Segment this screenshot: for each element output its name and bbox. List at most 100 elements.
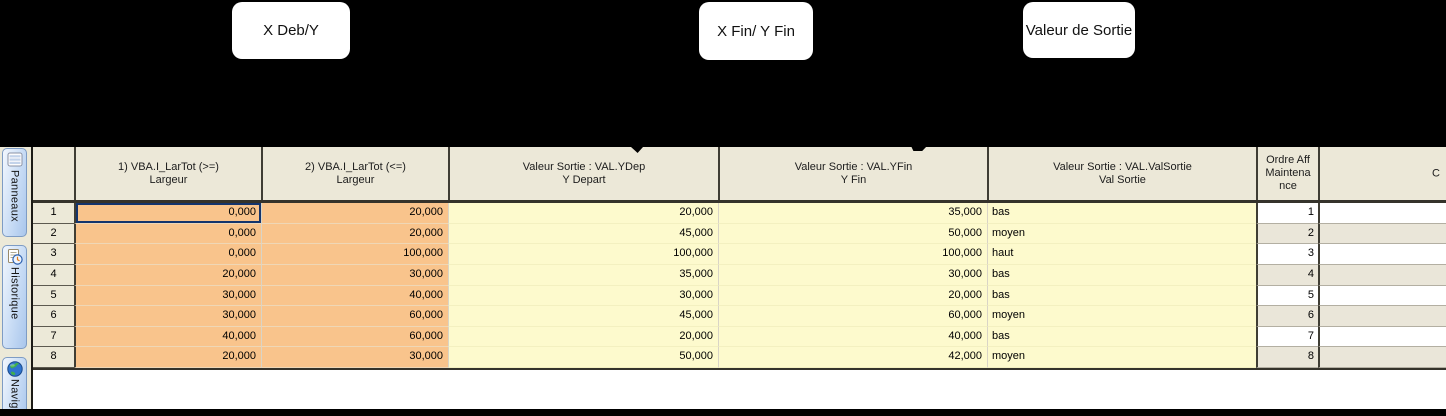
cell-3-ordre_aff[interactable]: 3 bbox=[1256, 244, 1318, 265]
cell-8-ordre_aff[interactable]: 8 bbox=[1256, 347, 1318, 368]
cell-5-val_sortie[interactable]: bas bbox=[987, 285, 1256, 307]
cell-8-y_depart[interactable]: 50,000 bbox=[448, 347, 718, 368]
cell-2-y_fin[interactable]: 50,000 bbox=[718, 223, 987, 245]
cell-3-y_fin[interactable]: 100,000 bbox=[718, 244, 987, 265]
cell-8-val_sortie[interactable]: moyen bbox=[987, 347, 1256, 368]
cell-2-next_col[interactable] bbox=[1318, 223, 1446, 245]
cell-3-val_sortie[interactable]: haut bbox=[987, 244, 1256, 265]
cell-8-larg_max[interactable]: 30,000 bbox=[261, 347, 448, 368]
cell-7-ordre_aff[interactable]: 7 bbox=[1256, 326, 1318, 348]
annotation-arrow-tip-2 bbox=[911, 146, 927, 151]
cell-6-y_fin[interactable]: 60,000 bbox=[718, 306, 987, 327]
cell-8-next_col[interactable] bbox=[1318, 347, 1446, 368]
decision-table: 1) VBA.I_LarTot (>=) Largeur 2) VBA.I_LarT… bbox=[33, 147, 1446, 370]
cell-7-val_sortie[interactable]: bas bbox=[987, 326, 1256, 348]
cell-8-larg_min[interactable]: 20,000 bbox=[74, 347, 261, 368]
cell-5-y_fin[interactable]: 20,000 bbox=[718, 285, 987, 307]
cell-5-y_depart[interactable]: 30,000 bbox=[448, 285, 718, 307]
callout-x-deb-y: X Deb/Y bbox=[232, 2, 350, 59]
cell-2-val_sortie[interactable]: moyen bbox=[987, 223, 1256, 245]
cell-1-val_sortie[interactable]: bas bbox=[987, 203, 1256, 224]
cell-4-val_sortie[interactable]: bas bbox=[987, 264, 1256, 286]
callout-x-fin-y-fin: X Fin/ Y Fin bbox=[699, 2, 813, 60]
callout-label: Valeur de Sortie bbox=[1025, 21, 1133, 39]
globe-icon bbox=[6, 360, 24, 378]
cell-4-y_depart[interactable]: 35,000 bbox=[448, 264, 718, 286]
column-header-ordre_aff[interactable]: Ordre Aff Maintena nce bbox=[1256, 147, 1318, 200]
cell-7-y_fin[interactable]: 40,000 bbox=[718, 326, 987, 348]
cell-4-larg_max[interactable]: 30,000 bbox=[261, 264, 448, 286]
cell-6-next_col[interactable] bbox=[1318, 306, 1446, 327]
sidebar-tab-label: Historique bbox=[8, 267, 21, 320]
cell-7-larg_min[interactable]: 40,000 bbox=[74, 326, 261, 348]
cell-2-y_depart[interactable]: 45,000 bbox=[448, 223, 718, 245]
cell-6-ordre_aff[interactable]: 6 bbox=[1256, 306, 1318, 327]
row-header-8[interactable]: 8 bbox=[33, 347, 74, 368]
cell-3-y_depart[interactable]: 100,000 bbox=[448, 244, 718, 265]
table-row-3: 3 0,000 100,000 100,000 100,000 haut 3 bbox=[33, 244, 1446, 265]
cell-4-y_fin[interactable]: 30,000 bbox=[718, 264, 987, 286]
cell-7-next_col[interactable] bbox=[1318, 326, 1446, 348]
row-header-3[interactable]: 3 bbox=[33, 244, 74, 265]
column-header-row[interactable] bbox=[33, 147, 74, 200]
table-header-row: 1) VBA.I_LarTot (>=) Largeur 2) VBA.I_LarT… bbox=[33, 147, 1446, 203]
cell-5-ordre_aff[interactable]: 5 bbox=[1256, 285, 1318, 307]
cell-5-larg_min[interactable]: 30,000 bbox=[74, 285, 261, 307]
panels-icon bbox=[6, 151, 24, 169]
cell-1-next_col[interactable] bbox=[1318, 203, 1446, 224]
row-header-7[interactable]: 7 bbox=[33, 326, 74, 348]
side-tab-strip: Panneaux Historique bbox=[0, 147, 31, 416]
column-header-y_depart[interactable]: Valeur Sortie : VAL.YDep Y Depart bbox=[448, 147, 718, 200]
table-row-5: 5 30,000 40,000 30,000 20,000 bas 5 bbox=[33, 285, 1446, 307]
cell-3-larg_max[interactable]: 100,000 bbox=[261, 244, 448, 265]
cell-7-y_depart[interactable]: 20,000 bbox=[448, 326, 718, 348]
cell-6-larg_min[interactable]: 30,000 bbox=[74, 306, 261, 327]
table-row-2: 2 0,000 20,000 45,000 50,000 moyen 2 bbox=[33, 223, 1446, 245]
cell-2-larg_max[interactable]: 20,000 bbox=[261, 223, 448, 245]
cell-6-val_sortie[interactable]: moyen bbox=[987, 306, 1256, 327]
sidebar-tab-historique[interactable]: Historique bbox=[2, 245, 27, 349]
column-header-larg_max[interactable]: 2) VBA.I_LarTot (<=) Largeur bbox=[261, 147, 448, 200]
cell-6-y_depart[interactable]: 45,000 bbox=[448, 306, 718, 327]
bottom-annotation-band bbox=[0, 409, 1446, 416]
cell-4-next_col[interactable] bbox=[1318, 264, 1446, 286]
cell-6-larg_max[interactable]: 60,000 bbox=[261, 306, 448, 327]
cell-3-next_col[interactable] bbox=[1318, 244, 1446, 265]
column-header-val_sortie[interactable]: Valeur Sortie : VAL.ValSortie Val Sortie bbox=[987, 147, 1256, 200]
cell-1-larg_min[interactable]: 0,000 bbox=[74, 203, 261, 224]
cell-2-larg_min[interactable]: 0,000 bbox=[74, 223, 261, 245]
row-header-2[interactable]: 2 bbox=[33, 223, 74, 245]
cell-5-next_col[interactable] bbox=[1318, 285, 1446, 307]
column-header-larg_min[interactable]: 1) VBA.I_LarTot (>=) Largeur bbox=[74, 147, 261, 200]
annotation-arrow-tip-1 bbox=[631, 147, 643, 153]
cell-5-larg_max[interactable]: 40,000 bbox=[261, 285, 448, 307]
cell-4-ordre_aff[interactable]: 4 bbox=[1256, 264, 1318, 286]
table-row-6: 6 30,000 60,000 45,000 60,000 moyen 6 bbox=[33, 306, 1446, 327]
column-header-next_col[interactable]: C bbox=[1318, 147, 1446, 200]
cell-1-y_depart[interactable]: 20,000 bbox=[448, 203, 718, 224]
table-row-8: 8 20,000 30,000 50,000 42,000 moyen 8 bbox=[33, 347, 1446, 368]
cell-1-larg_max[interactable]: 20,000 bbox=[261, 203, 448, 224]
callout-label: X Deb/Y bbox=[263, 22, 319, 39]
history-clock-icon bbox=[6, 248, 24, 266]
column-header-y_fin[interactable]: Valeur Sortie : VAL.YFin Y Fin bbox=[718, 147, 987, 200]
row-header-1[interactable]: 1 bbox=[33, 203, 74, 224]
sidebar-tab-panneaux[interactable]: Panneaux bbox=[2, 148, 27, 237]
table-body: 1 0,000 20,000 20,000 35,000 bas 1 2 0,000 20,000… bbox=[33, 203, 1446, 370]
row-header-6[interactable]: 6 bbox=[33, 306, 74, 327]
table-row-1: 1 0,000 20,000 20,000 35,000 bas 1 bbox=[33, 203, 1446, 224]
row-header-5[interactable]: 5 bbox=[33, 285, 74, 307]
cell-2-ordre_aff[interactable]: 2 bbox=[1256, 223, 1318, 245]
callout-valeur-de-sortie: Valeur de Sortie bbox=[1023, 2, 1135, 58]
sidebar-tab-label: Navig bbox=[8, 379, 21, 409]
cell-3-larg_min[interactable]: 0,000 bbox=[74, 244, 261, 265]
table-row-7: 7 40,000 60,000 20,000 40,000 bas 7 bbox=[33, 326, 1446, 348]
cell-8-y_fin[interactable]: 42,000 bbox=[718, 347, 987, 368]
cell-1-y_fin[interactable]: 35,000 bbox=[718, 203, 987, 224]
cell-7-larg_max[interactable]: 60,000 bbox=[261, 326, 448, 348]
cell-4-larg_min[interactable]: 20,000 bbox=[74, 264, 261, 286]
row-header-4[interactable]: 4 bbox=[33, 264, 74, 286]
cell-1-ordre_aff[interactable]: 1 bbox=[1256, 203, 1318, 224]
sidebar-tab-navigateur[interactable]: Navig bbox=[2, 357, 27, 416]
